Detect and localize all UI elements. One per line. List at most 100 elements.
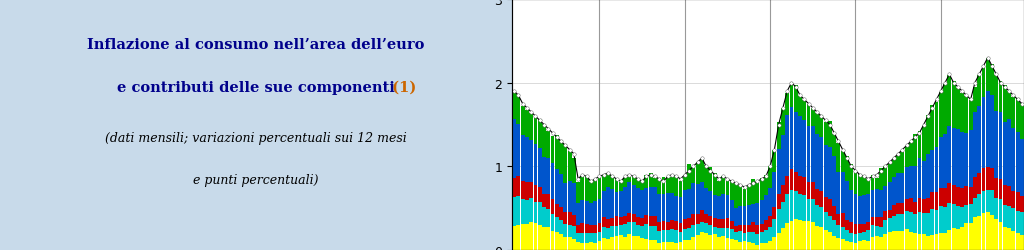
Bar — [922, 213, 926, 234]
Bar — [935, 102, 938, 147]
Bar — [567, 181, 571, 212]
Bar — [986, 167, 989, 190]
Bar — [717, 196, 721, 219]
Bar — [657, 231, 662, 242]
Bar — [721, 219, 725, 228]
Bar — [640, 190, 644, 218]
Bar — [653, 226, 656, 240]
Bar — [926, 115, 930, 155]
Bar — [572, 240, 575, 250]
Bar — [534, 202, 538, 223]
Bar — [662, 221, 666, 230]
Bar — [1012, 128, 1015, 191]
Bar — [874, 217, 879, 226]
Bar — [628, 182, 631, 213]
Bar — [695, 224, 699, 235]
Bar — [632, 222, 636, 236]
Bar — [614, 178, 618, 192]
Bar — [662, 177, 666, 194]
Bar — [845, 230, 849, 241]
Bar — [768, 241, 772, 250]
Bar — [880, 190, 883, 218]
Bar — [538, 120, 542, 149]
Bar — [547, 227, 550, 250]
Bar — [585, 201, 589, 224]
Bar — [662, 242, 666, 250]
Bar — [909, 143, 912, 167]
Bar — [670, 193, 674, 220]
Bar — [606, 187, 610, 219]
Bar — [636, 188, 640, 218]
Bar — [675, 230, 678, 243]
Bar — [849, 222, 853, 234]
Bar — [823, 212, 827, 230]
Bar — [581, 200, 585, 223]
Bar — [1008, 186, 1011, 206]
Bar — [913, 202, 918, 214]
Bar — [905, 230, 908, 250]
Bar — [815, 114, 819, 134]
Bar — [653, 240, 656, 250]
Bar — [943, 207, 947, 233]
Bar — [534, 186, 538, 202]
Bar — [943, 188, 947, 207]
Bar — [606, 239, 610, 250]
Bar — [644, 176, 648, 188]
Bar — [823, 230, 827, 250]
Bar — [666, 242, 670, 250]
Bar — [730, 239, 733, 250]
Bar — [858, 196, 861, 224]
Bar — [636, 236, 640, 250]
Bar — [721, 176, 725, 194]
Bar — [1012, 97, 1015, 128]
Bar — [977, 106, 981, 174]
Bar — [909, 212, 912, 232]
Bar — [756, 183, 759, 203]
Bar — [874, 178, 879, 190]
Bar — [896, 173, 900, 203]
Bar — [721, 228, 725, 236]
Bar — [700, 159, 703, 182]
Bar — [529, 114, 534, 140]
Bar — [819, 227, 823, 250]
Bar — [841, 227, 845, 239]
Bar — [1008, 120, 1011, 186]
Bar — [534, 223, 538, 250]
Bar — [695, 214, 699, 224]
Bar — [521, 224, 524, 250]
Bar — [815, 226, 819, 250]
Bar — [709, 167, 713, 192]
Bar — [542, 125, 546, 158]
Bar — [675, 222, 678, 230]
Bar — [768, 188, 772, 216]
Bar — [931, 235, 934, 250]
Bar — [977, 76, 981, 106]
Bar — [598, 232, 601, 241]
Bar — [823, 197, 827, 212]
Bar — [760, 232, 764, 243]
Bar — [790, 108, 794, 170]
Bar — [905, 146, 908, 167]
Bar — [653, 187, 656, 216]
Bar — [734, 208, 738, 226]
Bar — [956, 89, 959, 130]
Bar — [760, 200, 764, 224]
Bar — [781, 202, 784, 228]
Bar — [794, 112, 798, 172]
Bar — [896, 231, 900, 250]
Bar — [772, 172, 776, 207]
Bar — [649, 174, 652, 188]
Bar — [649, 216, 652, 226]
Bar — [973, 113, 977, 178]
Bar — [632, 176, 636, 185]
Bar — [529, 222, 534, 250]
Bar — [982, 168, 985, 192]
Bar — [888, 218, 892, 232]
Bar — [606, 219, 610, 228]
Bar — [742, 233, 746, 241]
Bar — [738, 225, 742, 232]
Bar — [742, 224, 746, 233]
Bar — [990, 65, 994, 96]
Bar — [892, 216, 896, 231]
Bar — [577, 225, 580, 234]
